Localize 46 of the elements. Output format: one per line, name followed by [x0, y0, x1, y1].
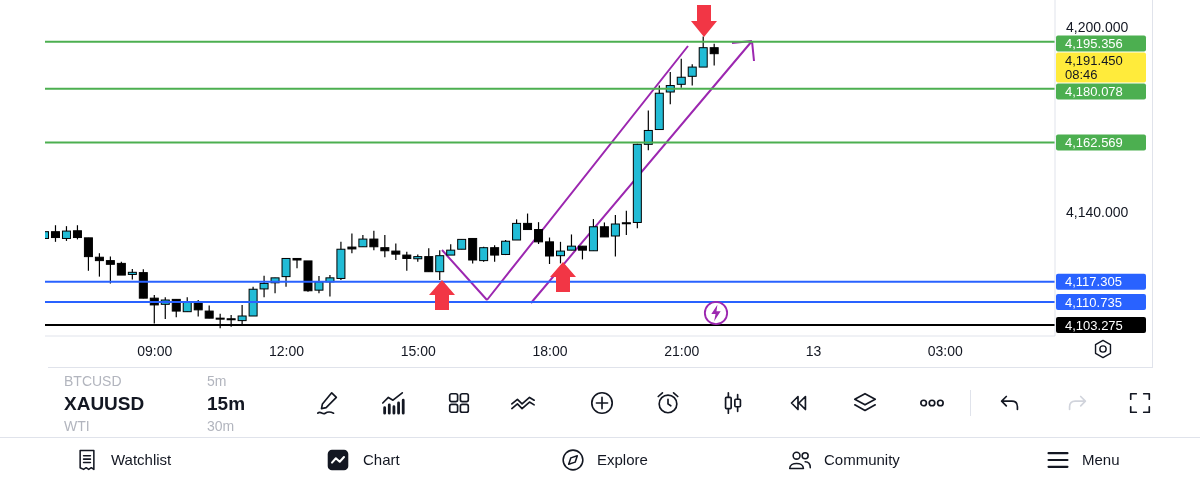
x-tick-label: 18:00 [532, 342, 568, 359]
x-tick-label: 12:00 [269, 342, 305, 359]
candlestick [435, 249, 445, 281]
text: Community [824, 451, 900, 469]
text: 4,191.450 08:46 [1065, 52, 1123, 82]
x-tick-label: 03:00 [927, 342, 963, 359]
candlestick [588, 218, 598, 252]
candlestick [83, 237, 93, 272]
candlestick [468, 237, 478, 264]
candlestick [698, 36, 708, 68]
x-tick-label: 15:00 [400, 342, 436, 359]
candlestick [709, 43, 719, 67]
text: Chart [363, 451, 400, 469]
candlestick [534, 221, 544, 245]
candlestick [687, 63, 697, 87]
candlestick [424, 247, 434, 273]
text: Explore [597, 451, 648, 469]
text: WTI [64, 417, 90, 435]
candlestick [94, 252, 104, 278]
ref-line-label: 4,180.078 [1065, 83, 1123, 99]
candlestick [402, 251, 412, 272]
x-tick-label: 13 [805, 342, 822, 359]
text: BTCUSD [64, 372, 122, 390]
candlestick [610, 214, 620, 258]
y-tick-label: 4,140.000 [1066, 203, 1129, 220]
ref-line-label: 4,162.569 [1065, 135, 1123, 151]
text: 5m [207, 372, 227, 390]
candlestick [380, 234, 390, 258]
x-tick-label: 21:00 [664, 342, 700, 359]
text: 30m [207, 417, 235, 435]
x-tick-label: 09:00 [137, 342, 173, 359]
candlestick [545, 236, 555, 265]
candlestick [105, 256, 115, 284]
y-tick-label: 4,200.000 [1066, 19, 1129, 36]
candlestick [676, 58, 686, 89]
text: 15m [207, 391, 246, 415]
ref-line-label: 4,195.356 [1065, 35, 1123, 51]
candlestick [555, 241, 565, 264]
ref-line-label: 4,110.735 [1065, 294, 1122, 310]
text: XAUUSD [64, 391, 145, 415]
candlestick [621, 210, 631, 236]
text: Menu [1082, 451, 1120, 469]
ref-line-label: 4,117.305 [1065, 274, 1122, 290]
text: Watchlist [111, 451, 172, 469]
ref-line-label: 4,103.275 [1065, 317, 1123, 333]
candlestick [512, 218, 522, 241]
